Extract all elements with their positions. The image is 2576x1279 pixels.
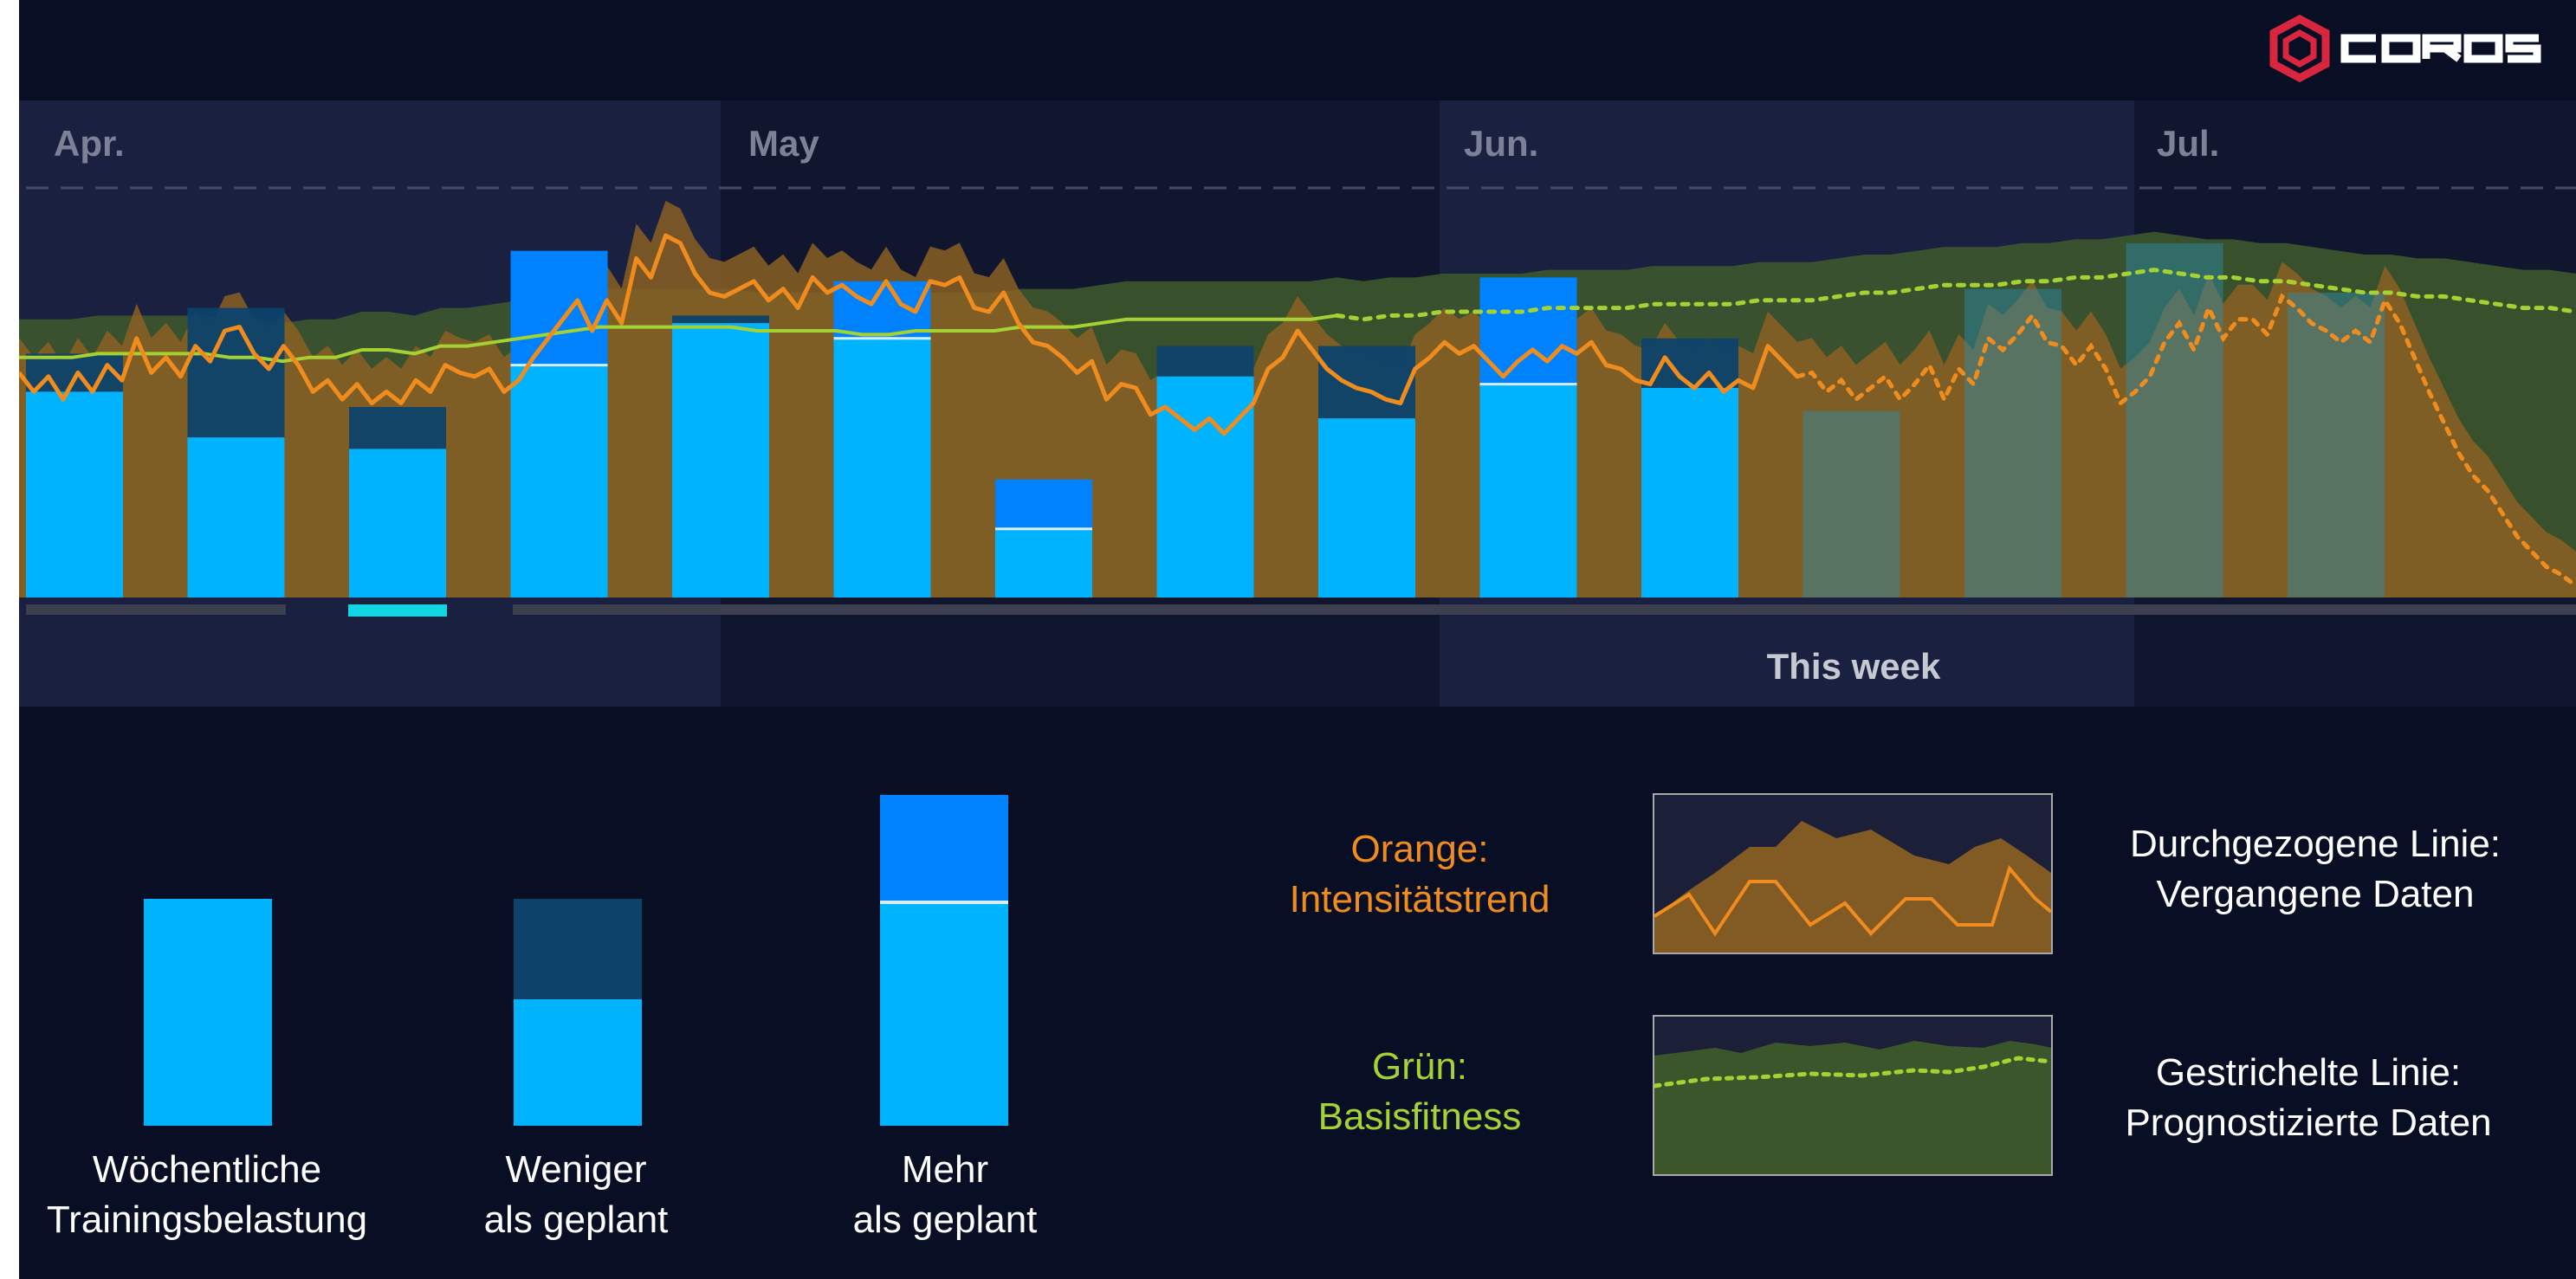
legend-dashed-line1: Gestrichelte Linie: [2155,1051,2462,1094]
coros-hexagon-icon [2269,14,2330,83]
legend-weekly-label: Wöchentliche Trainingsbelastung [24,1145,390,1245]
legend-dashed-label: Gestrichelte Linie: Prognostizierte Date… [2061,1048,2555,1148]
legend-solid-line2: Vergangene Daten [2156,873,2475,915]
weekly-load-excess-7 [995,479,1092,529]
planned-remainder-5 [672,315,769,324]
month-label-jul: Jul. [2157,123,2219,164]
planned-remainder-3 [349,407,446,449]
month-label-may: May [748,123,819,164]
base-fitness-forecast-line [1335,268,2576,322]
legend-more-label: Mehr als geplant [786,1145,1104,1245]
week-track-segment [513,604,2576,615]
legend-less-label: Weniger als geplant [417,1145,735,1245]
legend-solid-line1: Durchgezogene Linie: [2129,823,2502,865]
green-sample-dashed-line [1654,1056,2051,1088]
intensity-trend-forecast-line [1795,293,2576,589]
legend-more-line2: als geplant [852,1198,1038,1241]
legend-weekly-bar [144,899,272,1126]
weekly-load-bar-3 [349,449,446,598]
forecast-bar-13 [1964,288,2061,598]
legend-green-line2: Basisfitness [1317,1095,1522,1138]
weekly-load-bar-9 [1318,418,1415,598]
week-track-segment [26,604,286,615]
weekly-load-excess-4 [510,250,608,365]
legend-less-bar-planned [514,899,642,999]
week-track [26,604,2576,617]
legend-more-bar-extra [880,795,1008,902]
coros-wordmark [2340,34,2541,63]
legend-solid-label: Durchgezogene Linie: Vergangene Daten [2068,819,2562,920]
legend-weekly-line2: Trainingsbelastung [46,1198,368,1241]
planned-remainder-8 [1156,346,1254,377]
forecast-bar-12 [1803,410,1900,598]
weekly-load-bar-10 [1479,384,1577,598]
legend-more-line1: Mehr [901,1148,989,1191]
legend-orange-sample [1653,793,2053,954]
planned-remainder-9 [1318,346,1415,419]
weekly-load-bar-7 [995,528,1092,598]
legend-orange-line2: Intensitätstrend [1289,878,1550,920]
legend-orange-label: Orange: Intensitätstrend [1230,824,1609,925]
coros-logo [2269,14,2541,83]
legend-orange-line1: Orange: [1350,828,1489,870]
base-fitness-line [19,313,1337,364]
plot-area [19,201,2576,598]
orange-sample-line [1654,864,2051,937]
legend-less-bar-actual [514,999,642,1126]
forecast-bar-14 [2126,242,2223,598]
month-labels: Apr. May Jun. Jul. [54,123,2219,164]
legend-green-label: Grün: Basisfitness [1230,1042,1609,1142]
weekly-load-bar-5 [672,323,769,598]
month-label-apr: Apr. [54,123,125,164]
weekly-load-bars [26,250,1738,598]
bar-legend-icons [144,795,1008,1126]
green-sample-area [1654,1041,2051,1174]
weekly-load-bar-6 [833,338,931,598]
month-label-jun: Jun. [1464,123,1538,164]
legend-more-bar-actual [880,902,1008,1126]
weekly-load-bar-2 [187,437,285,598]
this-week-label: This week [1767,646,1941,687]
selected-week-marker [348,604,447,617]
left-edge-strip [0,0,19,1279]
weekly-load-bar-4 [510,365,608,598]
orange-sample-graphic [1654,821,2051,953]
legend-weekly-line1: Wöchentliche [92,1148,322,1191]
legend-green-sample [1653,1015,2053,1176]
intensity-trend-area [19,201,2576,598]
weekly-load-bar-11 [1641,388,1738,598]
legend-less-line1: Weniger [505,1148,647,1191]
legend-green-line1: Grün: [1371,1045,1468,1088]
intensity-trend-line [19,233,1799,436]
planned-remainder-11 [1641,338,1738,388]
legend-less-line2: als geplant [483,1198,669,1241]
legend-dashed-line2: Prognostizierte Daten [2125,1101,2492,1144]
green-sample-graphic [1654,1041,2051,1174]
weekly-load-bar-1 [26,391,123,598]
